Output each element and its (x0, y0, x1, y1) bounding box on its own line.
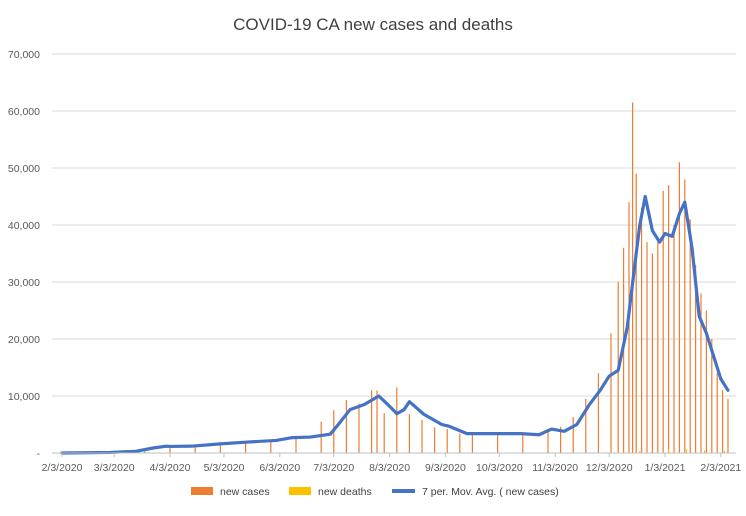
new-deaths-bar (686, 449, 688, 453)
new-cases-bar (635, 173, 637, 453)
new-cases-bar (727, 398, 729, 453)
y-tick-label: 30,000 (8, 277, 40, 289)
new-cases-bar (657, 236, 659, 453)
new-cases-bar (295, 437, 297, 453)
x-tick-label: 2/3/2021 (700, 462, 741, 474)
new-cases-bar (522, 434, 524, 453)
new-cases-bar (678, 162, 680, 454)
new-cases-bar (497, 433, 499, 453)
new-cases-bar (610, 333, 612, 453)
new-cases-bar (270, 441, 272, 453)
new-cases-bar (446, 429, 448, 453)
x-tick-label: 7/3/2020 (313, 462, 354, 474)
new-cases-bar (628, 202, 630, 453)
new-cases-bar (408, 414, 410, 453)
new-cases-bar (560, 426, 562, 453)
new-cases-bar (459, 433, 461, 453)
x-tick-label: 1/3/2021 (645, 462, 686, 474)
y-tick-label: - (37, 448, 41, 460)
new-cases-bar (358, 403, 360, 453)
new-cases-bar (684, 179, 686, 453)
x-tick-label: 6/3/2020 (259, 462, 300, 474)
new-cases-bar (345, 399, 347, 453)
new-cases-bar (572, 417, 574, 453)
new-cases-bar (194, 445, 196, 453)
new-cases-bar (695, 264, 697, 453)
legend-swatch-new-cases (191, 487, 213, 495)
x-tick-label: 11/3/2020 (532, 462, 578, 474)
new-cases-bar (651, 253, 653, 453)
new-cases-bar (219, 442, 221, 453)
new-cases-bar (376, 390, 378, 453)
y-tick-label: 60,000 (8, 106, 40, 118)
new-cases-bar (689, 219, 691, 453)
x-tick-label: 8/3/2020 (369, 462, 410, 474)
moving-average-line (60, 194, 730, 455)
new-cases-bar (585, 398, 587, 453)
x-tick-label: 4/3/2020 (150, 462, 191, 474)
new-cases-bar (169, 446, 171, 453)
x-axis: 2/3/2020 3/3/2020 4/3/2020 5/3/2020 6/3/2020… (42, 452, 741, 474)
x-tick-label: 9/3/2020 (425, 462, 466, 474)
new-deaths-bar (668, 449, 670, 453)
y-axis: - 10,000 20,000 30,000 40,000 50,000 60,000 70,… (8, 49, 41, 460)
new-cases-bar (371, 390, 373, 453)
y-tick-label: 20,000 (8, 334, 40, 346)
new-cases-bar (662, 190, 664, 454)
new-cases-bar (597, 373, 599, 453)
new-cases-bar (705, 310, 707, 453)
x-tick-label: 5/3/2020 (204, 462, 245, 474)
y-tick-label: 10,000 (8, 391, 40, 403)
x-tick-label: 10/3/2020 (476, 462, 523, 474)
new-cases-bar (434, 427, 436, 453)
new-cases-bar (547, 429, 549, 453)
new-cases-bar (245, 443, 247, 453)
new-cases-bar (700, 293, 702, 453)
new-cases-bar (471, 434, 473, 453)
x-tick-label: 3/3/2020 (94, 462, 135, 474)
new-cases-bar (716, 373, 718, 453)
new-cases-bar (673, 225, 675, 453)
legend: new cases new deaths 7 per. Mov. Avg. ( … (191, 486, 559, 498)
gridlines (52, 53, 736, 397)
new-cases-bar (722, 390, 724, 453)
legend-label-new-deaths: new deaths (318, 486, 372, 498)
new-cases-bar (711, 339, 713, 453)
chart-title: COVID-19 CA new cases and deaths (233, 15, 513, 34)
y-tick-label: 50,000 (8, 163, 40, 175)
legend-label-moving-average: 7 per. Mov. Avg. ( new cases) (422, 486, 559, 498)
new-cases-bar (641, 207, 643, 453)
new-deaths-bar (723, 451, 725, 453)
new-deaths-bar (704, 450, 706, 453)
new-cases-bars (144, 102, 729, 454)
x-tick-label: 12/3/2020 (586, 462, 633, 474)
new-cases-bar (396, 387, 398, 453)
legend-label-new-cases: new cases (220, 486, 270, 498)
y-tick-label: 40,000 (8, 220, 40, 232)
new-deaths-bar (639, 451, 641, 453)
new-cases-bar (383, 413, 385, 453)
new-cases-bar (320, 421, 322, 453)
legend-swatch-new-deaths (289, 487, 311, 495)
new-cases-bar (668, 185, 670, 453)
x-tick-label: 2/3/2020 (42, 462, 83, 474)
new-cases-bar (646, 242, 648, 453)
new-cases-bar (421, 419, 423, 453)
y-tick-label: 70,000 (8, 49, 40, 61)
moving-average-series-line (60, 194, 730, 455)
